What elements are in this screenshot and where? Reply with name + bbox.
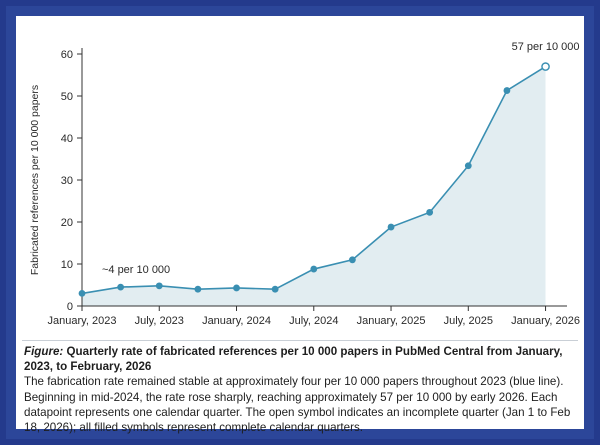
y-tick-label: 30: [61, 175, 73, 187]
caption-divider: [22, 340, 578, 341]
data-point-open: [541, 62, 550, 71]
data-point: [117, 283, 125, 291]
y-tick-label: 20: [61, 217, 73, 229]
y-axis-label: Fabricated references per 10 000 papers: [29, 85, 41, 275]
caption-title-line: Figure: Quarterly rate of fabricated ref…: [24, 344, 576, 374]
data-point: [194, 285, 202, 293]
data-point: [233, 284, 240, 292]
data-point: [310, 265, 318, 273]
data-point: [464, 162, 472, 170]
annotation-label: ~4 per 10 000: [102, 264, 170, 276]
caption-label: Figure:: [24, 345, 64, 358]
y-tick-label: 50: [61, 91, 73, 103]
x-tick-label: January, 2023: [48, 315, 117, 327]
figure-card: 0 10 20 30 40 50 60 January, 2023 July, 2023 Janu…: [16, 16, 584, 434]
data-point: [349, 256, 356, 264]
data-point: [387, 223, 395, 231]
area-fill: [82, 66, 546, 306]
x-tick-label: January, 2025: [357, 315, 426, 327]
figure-frame: 0 10 20 30 40 50 60 January, 2023 July, 2023 Janu…: [6, 6, 594, 439]
caption-body: The fabrication rate remained stable at …: [24, 375, 571, 435]
data-point: [155, 282, 163, 290]
figure-caption: Figure: Quarterly rate of fabricated ref…: [24, 344, 576, 435]
caption-title: Quarterly rate of fabricated references …: [24, 345, 563, 374]
x-tick-label: July, 2025: [444, 315, 493, 327]
y-tick-label: 60: [61, 49, 73, 61]
y-tick-label: 40: [61, 133, 73, 145]
y-tick-label: 0: [67, 301, 73, 313]
x-tick-label: July, 2023: [135, 315, 184, 327]
annotation-label: 57 per 10 000: [512, 41, 580, 53]
data-point: [271, 285, 279, 293]
data-point: [78, 290, 86, 297]
chart-area: 0 10 20 30 40 50 60 January, 2023 July, 2023 Janu…: [16, 16, 584, 338]
x-tick-label: January, 2026: [511, 315, 580, 327]
y-tick-label: 10: [61, 259, 73, 271]
data-point: [426, 208, 434, 216]
x-tick-label: July, 2024: [289, 315, 338, 327]
data-point: [503, 87, 511, 94]
x-tick-label: January, 2024: [202, 315, 271, 327]
chart-svg: 0 10 20 30 40 50 60 January, 2023 July, 2023 Janu…: [29, 41, 580, 327]
